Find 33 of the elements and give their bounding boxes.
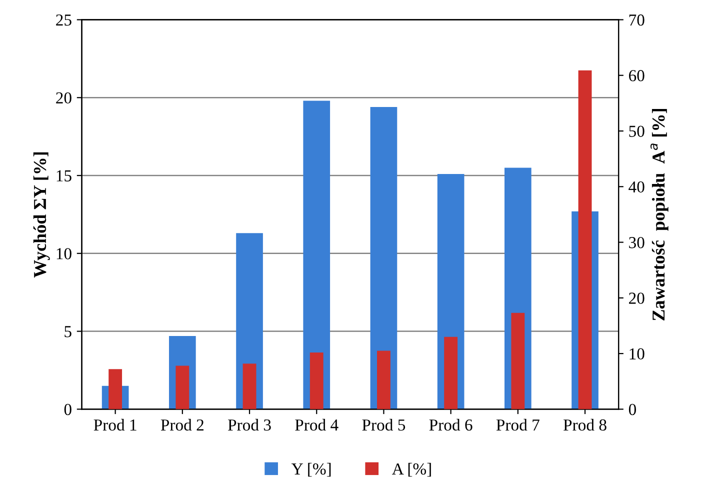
x-tick-label: Prod 2 — [160, 418, 204, 431]
legend-label: Y [%] — [291, 462, 331, 477]
x-tick-label: Prod 4 — [295, 418, 338, 431]
legend-label: A [%] — [392, 462, 431, 477]
bar — [242, 364, 256, 410]
y2-tick-label: 20 — [629, 292, 644, 304]
y2-tick-label: 0 — [628, 404, 636, 416]
x-tick-label: Prod 3 — [228, 418, 271, 431]
bar — [444, 336, 458, 410]
y-axis-title: Wychód ΣY [%] — [33, 152, 50, 278]
y-tick-label: 5 — [64, 326, 72, 338]
bar — [377, 350, 390, 410]
y-tick-label: 15 — [56, 170, 72, 182]
bar — [176, 366, 190, 410]
bar — [511, 312, 525, 410]
y2-tick-label: 10 — [630, 348, 644, 360]
bar — [310, 352, 324, 410]
y2-tick-label: 40 — [628, 181, 644, 193]
y2-tick-label: 60 — [629, 70, 644, 82]
y-tick-label: 10 — [56, 248, 72, 260]
y-tick-label: 0 — [64, 404, 72, 416]
x-tick-label: Prod 8 — [564, 418, 606, 431]
x-tick-label: Prod 1 — [94, 418, 136, 431]
y2-axis-title: Zawartość popiołu A$^{a}$ [%] — [650, 109, 668, 320]
y2-tick-label: 70 — [629, 14, 644, 26]
x-tick-label: Prod 7 — [496, 418, 540, 431]
x-tick-label: Prod 6 — [429, 418, 472, 431]
y2-tick-label: 50 — [629, 126, 644, 137]
y2-tick-label: 30 — [629, 236, 644, 248]
bar — [303, 100, 330, 410]
y-tick-label: 25 — [56, 14, 72, 26]
x-tick-label: Prod 5 — [362, 418, 406, 431]
y-tick-label: 20 — [56, 92, 72, 104]
